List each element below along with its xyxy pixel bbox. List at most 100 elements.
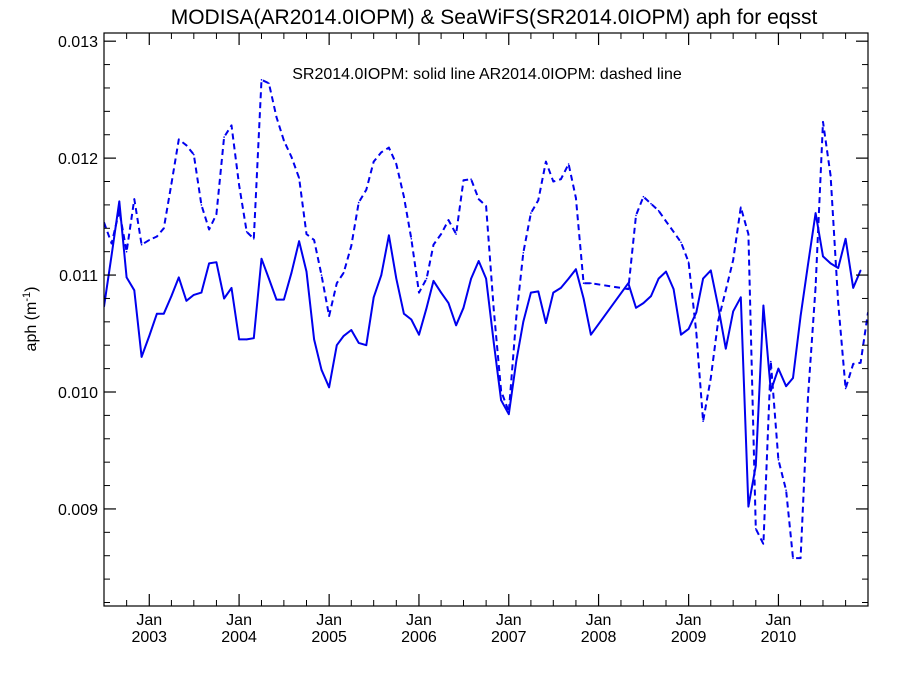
y-tick-label: 0.010 bbox=[58, 385, 98, 402]
data-point bbox=[230, 287, 233, 289]
data-point bbox=[695, 311, 698, 314]
data-point bbox=[253, 238, 255, 240]
data-point bbox=[657, 277, 660, 280]
data-point bbox=[537, 199, 540, 201]
data-point bbox=[635, 307, 637, 309]
series-line-dashed bbox=[104, 78, 868, 560]
data-point bbox=[298, 240, 300, 242]
data-point bbox=[807, 395, 809, 398]
data-point bbox=[425, 307, 428, 309]
data-point bbox=[485, 205, 487, 207]
data-point bbox=[470, 277, 472, 280]
data-point bbox=[268, 277, 270, 280]
y-tick-label: 0.013 bbox=[58, 34, 98, 51]
data-point bbox=[829, 174, 832, 177]
data-point bbox=[200, 291, 203, 294]
data-point bbox=[657, 209, 660, 212]
data-point bbox=[560, 178, 562, 180]
data-point bbox=[665, 220, 667, 223]
data-point bbox=[185, 144, 188, 147]
data-point bbox=[118, 200, 121, 203]
data-point bbox=[193, 294, 195, 296]
data-point bbox=[732, 259, 734, 261]
data-point bbox=[665, 270, 667, 273]
data-point bbox=[418, 333, 420, 336]
data-point bbox=[493, 309, 495, 311]
data-point bbox=[290, 271, 293, 274]
y-tick-label: 0.011 bbox=[59, 268, 98, 285]
data-point bbox=[807, 263, 809, 266]
data-point bbox=[575, 197, 577, 199]
data-point bbox=[320, 369, 323, 371]
data-point bbox=[785, 385, 787, 388]
data-point bbox=[762, 543, 765, 545]
x-tick-label-year: 2010 bbox=[761, 629, 797, 646]
data-point bbox=[508, 411, 510, 413]
data-point bbox=[522, 252, 525, 254]
x-tick-label-year: 2009 bbox=[671, 629, 707, 646]
data-point bbox=[380, 274, 383, 276]
data-point bbox=[740, 206, 742, 208]
series-dashed bbox=[104, 78, 868, 560]
data-point bbox=[545, 160, 547, 163]
data-point bbox=[148, 335, 151, 337]
data-point bbox=[710, 269, 712, 272]
data-point bbox=[440, 291, 442, 294]
data-point bbox=[432, 280, 435, 282]
data-point bbox=[380, 151, 383, 154]
data-point bbox=[305, 233, 308, 235]
data-point bbox=[717, 319, 719, 322]
data-point bbox=[245, 231, 248, 233]
data-point bbox=[140, 356, 143, 358]
data-point bbox=[500, 390, 502, 392]
data-point bbox=[275, 298, 278, 301]
series-solid bbox=[104, 200, 862, 508]
x-tick-label-month: Jan bbox=[586, 612, 612, 629]
data-point bbox=[814, 286, 817, 288]
data-point bbox=[470, 178, 472, 180]
data-point bbox=[799, 315, 802, 317]
data-point bbox=[545, 322, 547, 324]
data-point bbox=[695, 331, 698, 334]
legend-annotation: SR2014.0IOPM: solid line AR2014.0IOPM: d… bbox=[292, 66, 682, 83]
data-point bbox=[822, 121, 824, 123]
data-point bbox=[844, 238, 847, 240]
data-point bbox=[462, 179, 465, 182]
x-tick-label-year: 2008 bbox=[581, 629, 617, 646]
data-point bbox=[770, 390, 772, 392]
x-tick-label-year: 2006 bbox=[401, 629, 437, 646]
data-point bbox=[582, 282, 585, 285]
data-point bbox=[372, 296, 375, 299]
data-point bbox=[320, 274, 323, 276]
data-point bbox=[350, 329, 353, 331]
plot-frame bbox=[103, 32, 869, 607]
data-point bbox=[193, 153, 195, 156]
data-point bbox=[133, 289, 136, 292]
data-point bbox=[859, 269, 862, 272]
data-point bbox=[365, 188, 368, 191]
data-point bbox=[357, 342, 360, 344]
data-point bbox=[590, 333, 592, 336]
data-point bbox=[777, 459, 780, 461]
data-point bbox=[410, 238, 413, 240]
data-point bbox=[740, 296, 742, 299]
data-point bbox=[702, 277, 704, 280]
data-point bbox=[792, 557, 794, 559]
data-point bbox=[522, 321, 525, 323]
data-point bbox=[223, 297, 225, 300]
data-point bbox=[582, 297, 585, 300]
data-point bbox=[283, 298, 285, 301]
data-point bbox=[687, 261, 690, 264]
data-point bbox=[440, 233, 442, 235]
data-point bbox=[859, 362, 862, 364]
data-point bbox=[672, 231, 675, 233]
data-point bbox=[283, 139, 285, 142]
data-point bbox=[627, 288, 630, 290]
data-point bbox=[178, 276, 180, 279]
data-point bbox=[567, 277, 570, 280]
data-point bbox=[125, 276, 128, 279]
data-point bbox=[567, 163, 570, 165]
data-point bbox=[455, 233, 457, 235]
data-point bbox=[680, 241, 682, 244]
